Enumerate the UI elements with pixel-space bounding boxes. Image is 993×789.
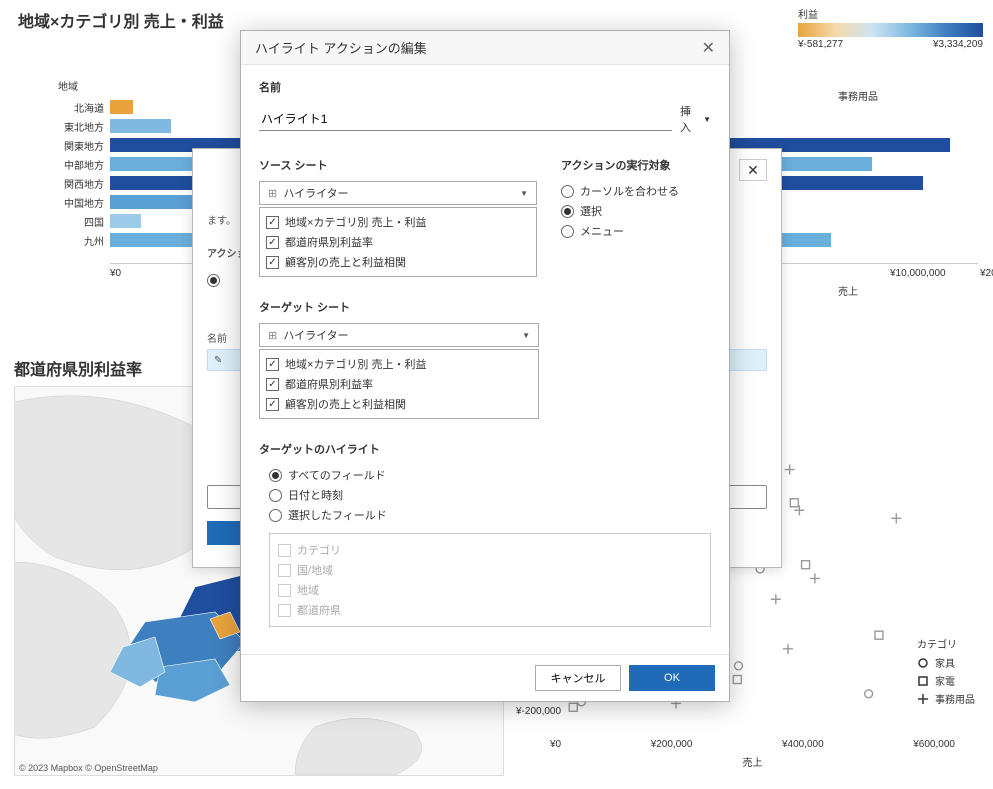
profit-legend-label: 利益 <box>798 6 983 21</box>
insert-dropdown[interactable]: 挿入▼ <box>680 103 711 135</box>
source-sheet-combo[interactable]: ⊞ ハイライター ▼ <box>259 181 537 205</box>
radio-date-time[interactable] <box>269 489 282 502</box>
name-section-label: 名前 <box>259 79 711 95</box>
dialog-title: ハイライト アクションの編集 <box>255 38 427 57</box>
legend-item: 家具 <box>935 655 955 670</box>
profit-min: ¥-581,277 <box>798 39 843 50</box>
target-sheets-list: ✓ 地域×カテゴリ別 売上・利益 ✓ 都道府県別利益率 ✓ 顧客別の売上と利益相関 <box>259 349 539 419</box>
checkbox[interactable]: ✓ <box>266 236 279 249</box>
list-item[interactable]: 顧客別の売上と利益相関 <box>285 396 406 412</box>
region-header: 地域 <box>58 78 78 93</box>
radio-label: 選択したフィールド <box>288 507 387 523</box>
radio-label: 選択 <box>580 203 602 219</box>
field-item: 地域 <box>297 582 319 598</box>
list-item[interactable]: 顧客別の売上と利益相関 <box>285 254 406 270</box>
scatter-xtick: ¥0 <box>550 739 561 750</box>
close-button[interactable]: ✕ <box>739 159 767 181</box>
profit-max: ¥3,334,209 <box>933 39 983 50</box>
radio-selected-fields[interactable] <box>269 509 282 522</box>
profit-legend: 利益 ¥-581,277 ¥3,334,209 <box>798 6 983 50</box>
bar-label: 関西地方 <box>18 176 110 191</box>
radio-hover[interactable] <box>561 185 574 198</box>
map-attribution: © 2023 Mapbox © OpenStreetMap <box>19 763 158 773</box>
checkbox[interactable]: ✓ <box>266 378 279 391</box>
ok-button[interactable]: OK <box>629 665 715 691</box>
highlight-section-label: ターゲットのハイライト <box>259 441 711 457</box>
radio-label: すべてのフィールド <box>288 467 386 483</box>
checkbox[interactable]: ✓ <box>266 398 279 411</box>
dashboard-icon: ⊞ <box>268 330 277 342</box>
list-item[interactable]: 地域×カテゴリ別 売上・利益 <box>285 356 426 372</box>
legend-item: 家電 <box>935 673 955 688</box>
radio-select[interactable] <box>561 205 574 218</box>
source-section-label: ソース シート <box>259 157 537 173</box>
checkbox-disabled <box>278 564 291 577</box>
checkbox-disabled <box>278 604 291 617</box>
checkbox-disabled <box>278 584 291 597</box>
xtick: ¥0 <box>110 268 121 279</box>
scatter-legend: カテゴリ 家具 家電 事務用品 <box>917 636 975 709</box>
target-sheet-combo[interactable]: ⊞ ハイライター ▼ <box>259 323 539 347</box>
close-icon[interactable]: ✕ <box>702 38 715 58</box>
source-sheets-list: ✓ 地域×カテゴリ別 売上・利益 ✓ 都道府県別利益率 ✓ 顧客別の売上と利益相関 <box>259 207 537 277</box>
xtick: ¥10,000,000 <box>890 268 946 279</box>
bar-label: 中国地方 <box>18 195 110 210</box>
bar-label: 四国 <box>18 214 110 229</box>
scatter-xtick: ¥600,000 <box>913 739 955 750</box>
scatter-xlabel: 売上 <box>520 754 985 769</box>
bar-label: 九州 <box>18 233 110 248</box>
radio-label: メニュー <box>580 223 624 239</box>
fields-list: カテゴリ 国/地域 地域 都道府県 <box>269 533 711 627</box>
dashboard-icon: ⊞ <box>268 188 277 200</box>
bar[interactable] <box>110 119 171 133</box>
radio-label: 日付と時刻 <box>288 487 343 503</box>
xtick: ¥20,000,000 <box>980 268 993 279</box>
x-axis-label: 売上 <box>838 283 858 298</box>
bar-label: 東北地方 <box>18 119 110 134</box>
field-item: 国/地域 <box>297 562 333 578</box>
cancel-button[interactable]: キャンセル <box>535 665 621 691</box>
checkbox-disabled <box>278 544 291 557</box>
profit-gradient <box>798 23 983 37</box>
scatter-ytick: ¥-200,000 <box>516 706 561 717</box>
highlight-icon: ✎ <box>214 355 222 366</box>
list-item[interactable]: 地域×カテゴリ別 売上・利益 <box>285 214 426 230</box>
radio-this-workbook[interactable] <box>207 274 220 287</box>
bar[interactable] <box>110 100 133 114</box>
list-item[interactable]: 都道府県別利益率 <box>285 234 373 250</box>
bar-label: 関東地方 <box>18 138 110 153</box>
radio-all-fields[interactable] <box>269 469 282 482</box>
scatter-xtick: ¥400,000 <box>782 739 824 750</box>
bar-label: 北海道 <box>18 100 110 115</box>
run-on-label: アクションの実行対象 <box>561 157 711 173</box>
bar[interactable] <box>110 214 141 228</box>
field-item: カテゴリ <box>297 542 341 558</box>
scatter-xtick: ¥200,000 <box>651 739 693 750</box>
dashboard-title: 地域×カテゴリ別 売上・利益 <box>18 8 224 32</box>
checkbox[interactable]: ✓ <box>266 216 279 229</box>
checkbox[interactable]: ✓ <box>266 358 279 371</box>
legend-item: 事務用品 <box>935 691 975 706</box>
field-item: 都道府県 <box>297 602 341 618</box>
radio-menu[interactable] <box>561 225 574 238</box>
checkbox[interactable]: ✓ <box>266 256 279 269</box>
radio-label: カーソルを合わせる <box>580 183 679 199</box>
action-name-input[interactable] <box>259 108 672 131</box>
scatter-legend-title: カテゴリ <box>917 636 975 651</box>
list-item[interactable]: 都道府県別利益率 <box>285 376 373 392</box>
target-section-label: ターゲット シート <box>259 299 711 315</box>
edit-highlight-action-dialog: ハイライト アクションの編集 ✕ 名前 挿入▼ ソース シート ⊞ ハイライター… <box>240 30 730 702</box>
bar-label: 中部地方 <box>18 157 110 172</box>
